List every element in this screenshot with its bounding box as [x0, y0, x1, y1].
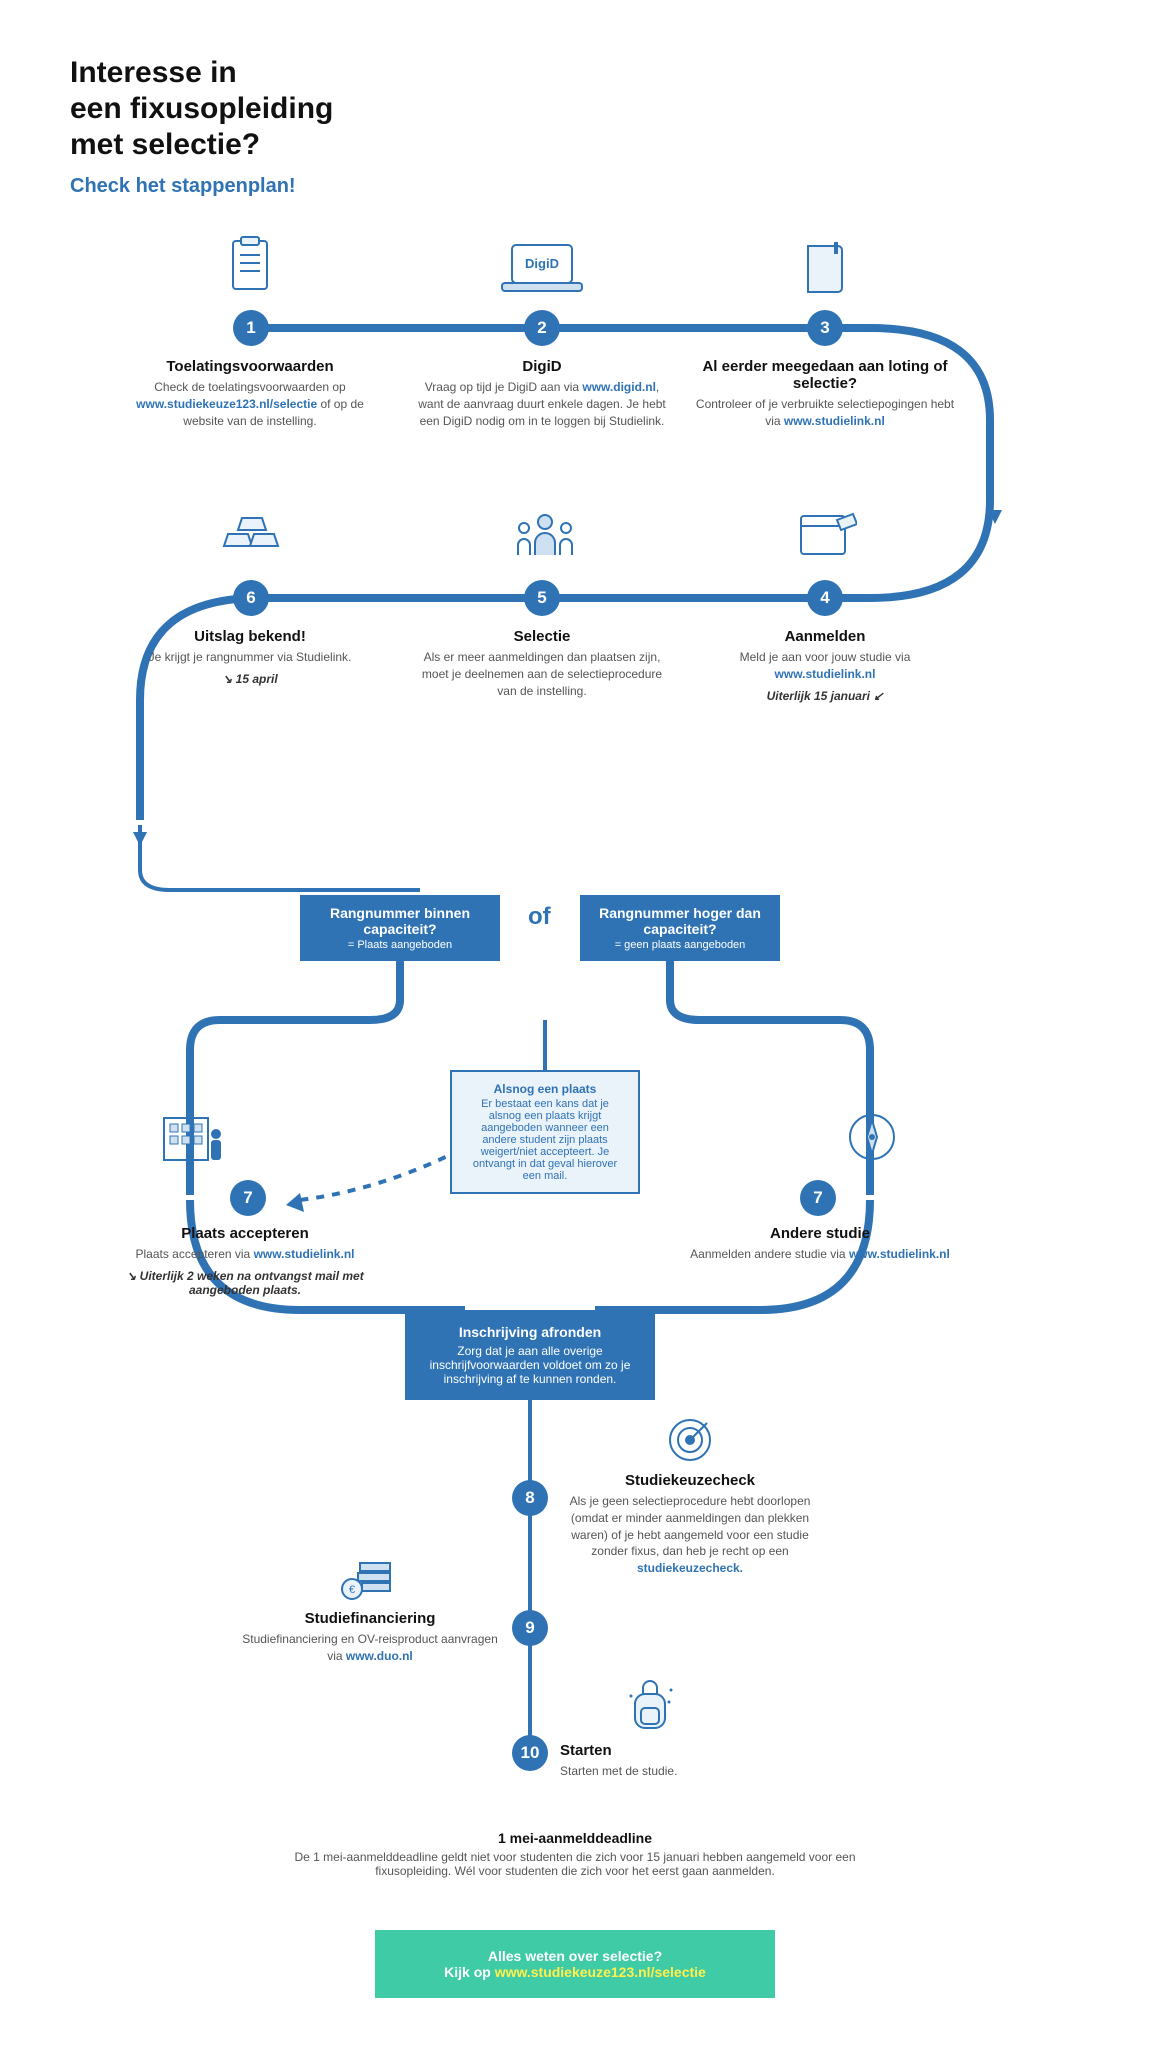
step-6: Uitslag bekend! Je krijgt je rangnummer … — [120, 628, 380, 686]
step-3-num: 3 — [807, 310, 843, 346]
step-7a: Plaats accepteren Plaats accepteren via … — [115, 1225, 375, 1297]
compass-icon — [845, 1110, 900, 1165]
infographic-canvas: Interesse in een fixusopleiding met sele… — [0, 0, 1150, 2048]
step-3-link[interactable]: www.studielink.nl — [784, 414, 885, 428]
step-1-link[interactable]: www.studiekeuze123.nl/selectie — [136, 397, 317, 411]
step-8: Studiekeuzecheck Als je geen selectiepro… — [560, 1472, 820, 1577]
step-5: Selectie Als er meer aanmeldingen dan pl… — [412, 628, 672, 699]
step-8-num: 8 — [512, 1480, 548, 1516]
finalize-box: Inschrijving afronden Zorg dat je aan al… — [405, 1310, 655, 1400]
step-1: Toelatingsvoorwaarden Check de toelating… — [120, 358, 380, 429]
step-5-num: 5 — [524, 580, 560, 616]
step-2-num: 2 — [524, 310, 560, 346]
building-person-icon — [160, 1110, 230, 1165]
page-subtitle: Check het stappenplan! — [70, 175, 296, 198]
people-icon — [510, 510, 580, 560]
step-8-link[interactable]: studiekeuzecheck. — [637, 1561, 743, 1575]
info-box-alsnog: Alsnog een plaats Er bestaat een kans da… — [450, 1070, 640, 1194]
backpack-icon — [625, 1680, 675, 1735]
step-2-link[interactable]: www.digid.nl — [582, 380, 656, 394]
step-9-link[interactable]: www.duo.nl — [346, 1649, 413, 1663]
step-9: Studiefinanciering Studiefinanciering en… — [240, 1610, 500, 1665]
decision-above-capacity: Rangnummer hoger dan capaciteit? = geen … — [580, 895, 780, 961]
cta-link[interactable]: www.studiekeuze123.nl/selectie — [495, 1964, 706, 1980]
cta-button[interactable]: Alles weten over selectie? Kijk op www.s… — [375, 1930, 775, 1998]
svg-text:€: € — [349, 1584, 355, 1596]
money-books-icon: € — [340, 1555, 395, 1605]
step-7b-num: 7 — [800, 1180, 836, 1216]
step-2: DigiD Vraag op tijd je DigiD aan via www… — [412, 358, 672, 429]
step-9-num: 9 — [512, 1610, 548, 1646]
step-4-link[interactable]: www.studielink.nl — [775, 667, 876, 681]
step-3: Al eerder meegedaan aan loting of select… — [695, 358, 955, 430]
step-10: Starten Starten met de studie. — [560, 1742, 760, 1780]
form-pencil-icon — [797, 510, 857, 560]
step-7a-link[interactable]: www.studielink.nl — [254, 1247, 355, 1261]
step-7a-num: 7 — [230, 1180, 266, 1216]
book-icon — [800, 240, 850, 295]
step-4: Aanmelden Meld je aan voor jouw studie v… — [695, 628, 955, 703]
step-7b-link[interactable]: www.studielink.nl — [849, 1247, 950, 1261]
step-6-num: 6 — [233, 580, 269, 616]
footnote-deadline: 1 mei-aanmelddeadline De 1 mei-aanmeldde… — [275, 1830, 875, 1878]
step-7b: Andere studie Aanmelden andere studie vi… — [690, 1225, 950, 1263]
decision-within-capacity: Rangnummer binnen capaciteit? = Plaats a… — [300, 895, 500, 961]
of-label: of — [528, 903, 551, 931]
gold-bars-icon — [222, 510, 282, 560]
flow-connectors — [0, 0, 1150, 2048]
laptop-digid-icon: DigiD — [497, 240, 587, 295]
step-10-num: 10 — [512, 1735, 548, 1771]
target-icon — [665, 1415, 715, 1465]
page-title: Interesse in een fixusopleiding met sele… — [70, 55, 333, 163]
step-1-num: 1 — [233, 310, 269, 346]
checklist-icon — [225, 235, 275, 295]
svg-text:DigiD: DigiD — [525, 256, 559, 271]
step-4-num: 4 — [807, 580, 843, 616]
